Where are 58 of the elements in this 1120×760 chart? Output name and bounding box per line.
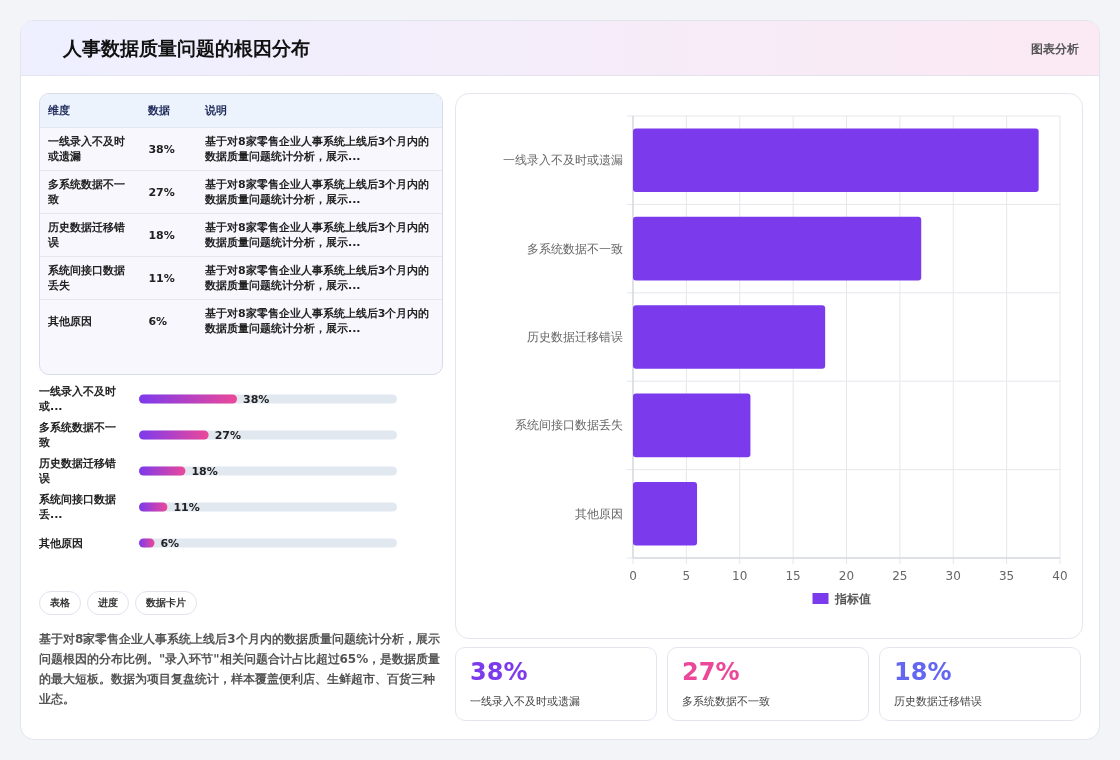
- text: 27%: [682, 658, 740, 686]
- bar: [633, 393, 751, 458]
- text: 基于对8家零售企业人事系统上线后3个月内的数据质量问题统计分析，展示...: [197, 170, 442, 214]
- text: 人事数据质量问题的根因分布: [63, 36, 310, 61]
- bar: [633, 216, 922, 281]
- y-tick-label: 多系统数据不一致: [527, 241, 623, 256]
- bar: [139, 502, 168, 512]
- x-tick-label: 15: [785, 569, 801, 583]
- bar: [633, 128, 1039, 193]
- text: 进度: [87, 591, 129, 615]
- text: 18%: [894, 658, 952, 686]
- x-tick-label: 40: [1052, 569, 1068, 583]
- bar: [633, 305, 826, 369]
- text: 6%: [140, 299, 197, 342]
- text: 数据: [147, 103, 172, 119]
- legend-label: 指标值: [833, 592, 871, 606]
- text: 维度: [47, 103, 71, 119]
- data-label: 18%: [191, 465, 218, 478]
- bar: [139, 430, 209, 440]
- text: 图表分析: [1031, 41, 1079, 58]
- text: 18%: [140, 213, 197, 257]
- text: 11%: [140, 256, 197, 300]
- y-tick-label: 历史数据迁移错误: [527, 330, 623, 344]
- text: 一线录入不及时或遗漏: [470, 694, 580, 709]
- y-tick-label: 多系统数据不一致: [39, 420, 117, 451]
- text: 基于对8家零售企业人事系统上线后3个月内的数据质量问题统计分析，展示...: [197, 127, 442, 171]
- y-tick-label: 一线录入不及时或...: [39, 384, 117, 415]
- bar: [139, 466, 186, 476]
- text: 38%: [140, 127, 197, 171]
- text: 数据卡片: [135, 591, 197, 615]
- text: 38%: [470, 658, 528, 686]
- bar: [633, 481, 698, 546]
- x-tick-label: 0: [629, 569, 637, 583]
- text: 历史数据迁移错误: [894, 694, 982, 709]
- data-label: 27%: [214, 429, 241, 442]
- y-tick-label: 系统间接口数据丢失: [515, 418, 623, 433]
- text: 基于对8家零售企业人事系统上线后3个月内的数据质量问题统计分析，展示问题根因的分布比例。"录入环节"相关问题合计占比超过65%，是数据质量的最大短板。数据为项目复盘统计，样本覆盖便利店、生鲜超市、百货三种业态。: [39, 631, 441, 708]
- x-tick-label: 20: [838, 569, 855, 583]
- data-label: 6%: [160, 537, 180, 550]
- data-label: 38%: [243, 393, 270, 406]
- x-tick-label: 35: [998, 569, 1015, 583]
- y-tick-label: 其他原因: [575, 506, 623, 521]
- text: 基于对8家零售企业人事系统上线后3个月内的数据质量问题统计分析，展示...: [197, 299, 442, 342]
- y-tick-label: 一线录入不及时或遗漏: [503, 153, 623, 168]
- x-tick-label: 25: [892, 569, 908, 583]
- y-tick-label: 系统间接口数据丢...: [39, 492, 117, 523]
- text: 基于对8家零售企业人事系统上线后3个月内的数据质量问题统计分析，展示...: [197, 256, 442, 300]
- text: 表格: [39, 591, 81, 615]
- text: 多系统数据不一致: [682, 694, 770, 709]
- x-tick-label: 30: [945, 569, 961, 583]
- y-tick-label: 历史数据迁移错误: [39, 456, 117, 487]
- data-label: 11%: [173, 501, 200, 514]
- y-tick-label: 其他原因: [39, 535, 84, 552]
- text: 基于对8家零售企业人事系统上线后3个月内的数据质量问题统计分析，展示...: [197, 213, 442, 257]
- text: 说明: [204, 103, 228, 119]
- x-tick-label: 5: [682, 569, 691, 583]
- x-tick-label: 10: [732, 569, 748, 583]
- text: 27%: [140, 170, 197, 214]
